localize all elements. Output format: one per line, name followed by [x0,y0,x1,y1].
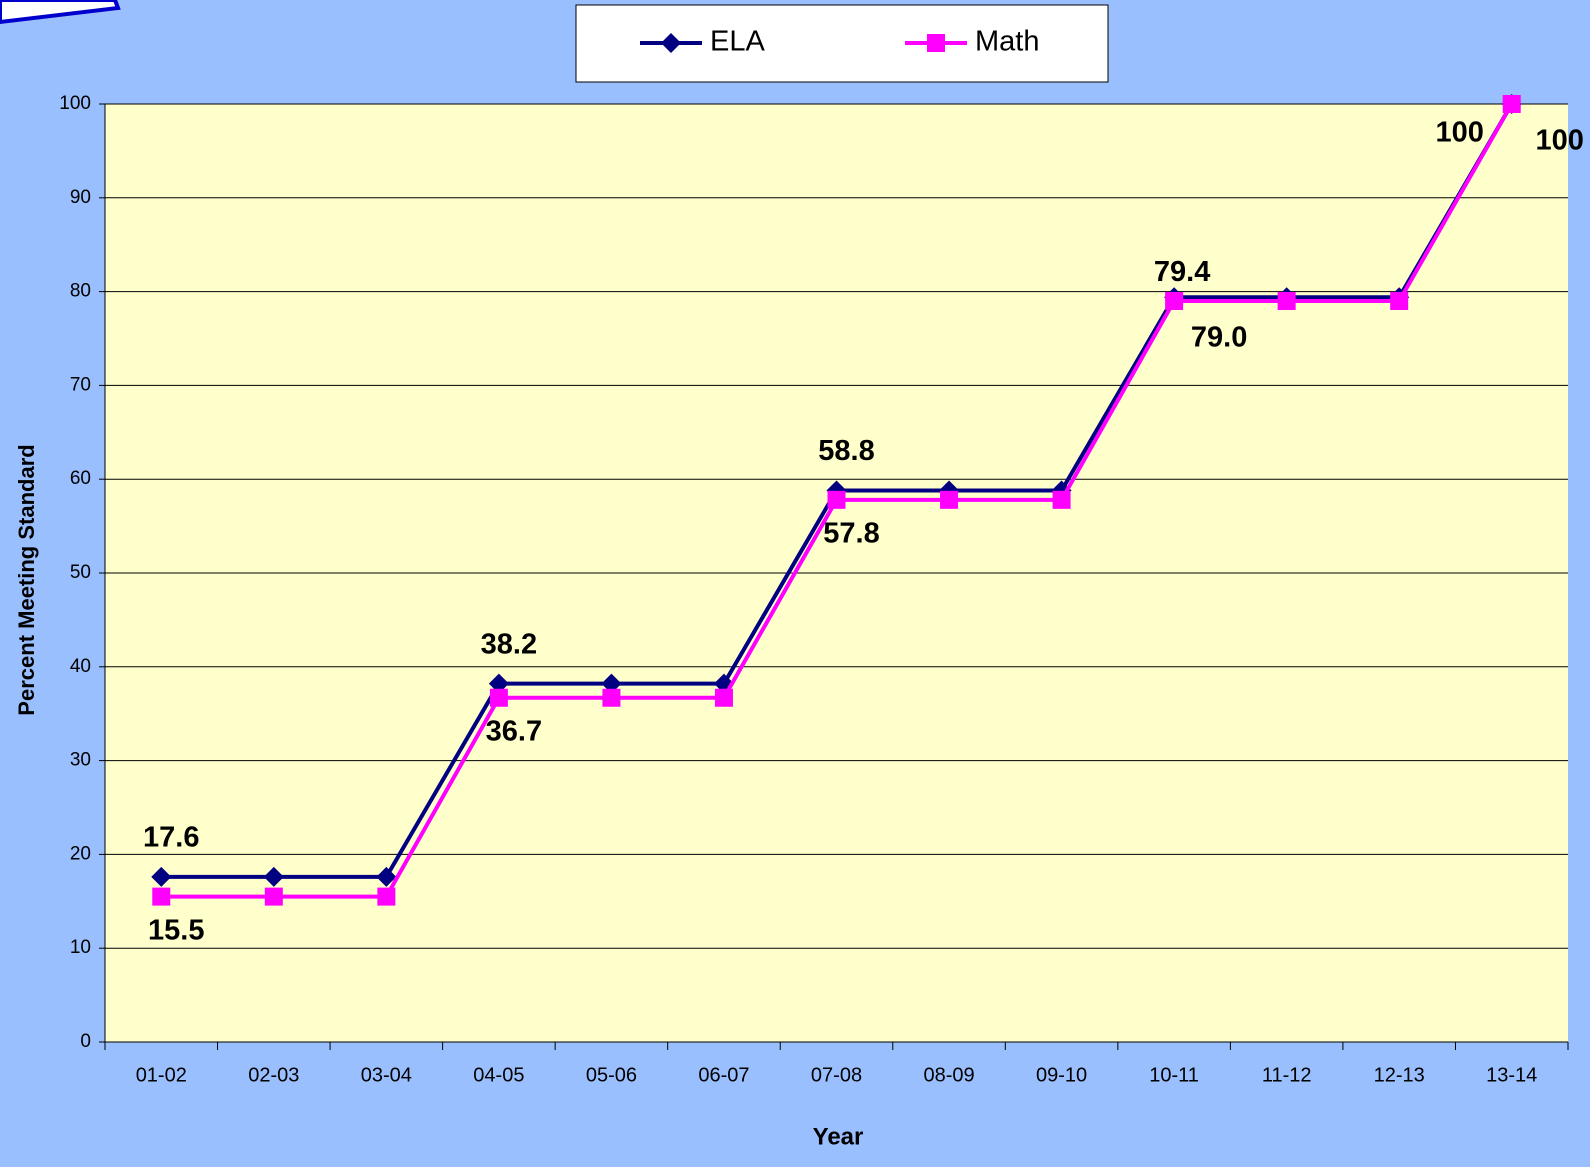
data-label: 79.0 [1191,322,1247,354]
legend-marker [927,34,945,52]
y-tick-label: 10 [70,937,91,958]
x-tick-label: 02-03 [248,1064,299,1086]
data-label: 38.2 [481,628,537,660]
data-label: 15.5 [148,914,204,946]
data-point [1165,291,1184,310]
corner-decoration [0,0,121,25]
x-tick-label: 05-06 [586,1064,637,1086]
x-tick-label: 07-08 [811,1064,862,1086]
y-tick-label: 100 [59,93,91,114]
y-tick-label: 0 [80,1031,91,1052]
data-label: 100 [1436,117,1484,149]
data-point [1277,291,1296,310]
legend-label: ELA [710,26,765,58]
data-point [376,866,397,887]
data-label: 100 [1536,125,1584,157]
y-axis-title: Percent Meeting Standard [14,444,39,715]
data-point [489,688,508,707]
data-label: 17.6 [143,822,199,854]
legend-label: Math [975,26,1039,58]
y-tick-label: 50 [70,562,91,583]
data-point [151,866,172,887]
y-tick-label: 20 [70,843,91,864]
data-point [602,688,621,707]
y-tick-label: 80 [70,281,91,302]
y-tick-label: 90 [70,187,91,208]
y-tick-label: 30 [70,750,91,771]
y-tick-label: 60 [70,468,91,489]
data-point [1390,291,1409,310]
x-tick-label: 04-05 [473,1064,524,1086]
x-tick-label: 10-11 [1149,1064,1199,1086]
x-tick-label: 13-14 [1486,1064,1537,1086]
x-tick-label: 06-07 [698,1064,749,1086]
data-point [152,887,171,906]
x-tick-label: 12-13 [1374,1064,1425,1086]
x-tick-label: 11-12 [1262,1064,1312,1086]
data-label: 79.4 [1154,256,1210,288]
data-point [601,673,622,694]
data-point [1502,95,1521,113]
x-tick-label: 01-02 [136,1064,187,1086]
data-label: 58.8 [818,435,874,467]
data-point [377,887,396,906]
data-label: 36.7 [486,715,542,747]
data-point [940,490,959,509]
data-point [264,887,283,906]
x-tick-label: 09-10 [1036,1064,1087,1086]
data-label: 57.8 [823,517,879,549]
data-point [827,490,846,509]
data-point [714,688,733,707]
data-point [1052,490,1071,509]
x-tick-label: 08-09 [923,1064,974,1086]
x-tick-label: 03-04 [361,1064,412,1086]
y-tick-label: 70 [70,374,91,395]
x-axis-title: Year [813,1123,864,1150]
data-point [263,866,284,887]
legend-marker [661,33,681,53]
data-point [488,673,509,694]
y-tick-label: 40 [70,656,91,677]
legend [575,4,1109,83]
